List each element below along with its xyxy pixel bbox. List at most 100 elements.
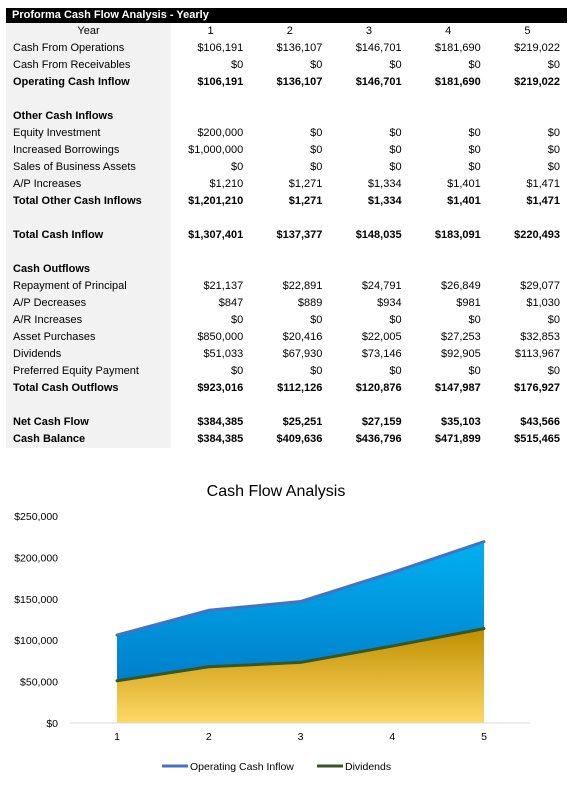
- table-row: Sales of Business Assets $0 $0 $0 $0 $0: [6, 159, 567, 176]
- table-row: Equity Investment $200,000 $0 $0 $0 $0: [6, 125, 567, 142]
- x-tick-label: 2: [206, 731, 212, 743]
- chart-title: Cash Flow Analysis: [207, 483, 346, 500]
- cash-flow-table: Year 1 2 3 4 5 Cash From Operations $106,191 $13…: [6, 23, 567, 448]
- cell-value: $92,905: [441, 348, 481, 360]
- cell-value: $0: [310, 127, 323, 139]
- line-dividends: [115, 627, 486, 683]
- table-row: Operating Cash Inflow $106,191 $136,107 $14…: [6, 74, 567, 91]
- cell-value: $146,701: [355, 76, 402, 88]
- table-row: Net Cash Flow $384,385 $25,251 $27,159 $35,1…: [6, 414, 567, 431]
- row-label: Other Cash Inflows: [6, 108, 172, 125]
- cell-value: $0: [230, 59, 244, 71]
- cell-value: $0: [389, 314, 402, 326]
- row-label: Sales of Business Assets: [6, 159, 172, 176]
- cell-value: $981: [456, 297, 481, 309]
- row-label: Preferred Equity Payment: [6, 363, 172, 380]
- year-header-3: 3: [365, 25, 373, 37]
- cell-value: $1,334: [367, 178, 402, 190]
- cell-value: $0: [389, 127, 402, 139]
- cell-value: $515,465: [514, 433, 560, 445]
- cell-value: $43,566: [520, 416, 560, 428]
- year-header-label: Year: [6, 23, 172, 40]
- year-header-2: 2: [286, 25, 293, 37]
- table-row: Dividends $51,033 $67,930 $73,146 $92,905 $11…: [6, 346, 567, 363]
- cell-value: [171, 244, 250, 261]
- x-tick-label: 4: [389, 731, 395, 743]
- cell-value: $26,849: [441, 280, 481, 292]
- cell-value: $0: [230, 161, 244, 173]
- cell-value: $0: [547, 127, 560, 139]
- cell-value: [171, 261, 250, 278]
- cell-value: $1,271: [288, 178, 323, 190]
- area-dividends: [117, 628, 484, 723]
- row-label: Repayment of Principal: [6, 278, 172, 295]
- cell-value: [488, 108, 567, 125]
- cell-value: $1,471: [526, 178, 560, 190]
- table-row: Total Other Cash Inflows $1,201,210 $1,271…: [6, 193, 567, 210]
- cell-value: $181,690: [434, 42, 481, 54]
- cell-value: $0: [547, 314, 560, 326]
- row-label: Total Other Cash Inflows: [6, 193, 172, 210]
- cell-value: $219,022: [514, 42, 560, 54]
- cell-value: [409, 91, 488, 108]
- spacer-row: [6, 91, 567, 108]
- cell-value: [250, 91, 329, 108]
- year-header-5: 5: [524, 25, 531, 37]
- cell-value: $409,636: [276, 433, 323, 445]
- cell-value: $67,930: [282, 348, 323, 360]
- cell-value: $27,159: [361, 416, 402, 428]
- cell-value: [409, 261, 488, 278]
- cell-value: $146,701: [355, 42, 402, 54]
- cell-value: $0: [389, 59, 402, 71]
- row-label: Cash From Receivables: [6, 57, 172, 74]
- cell-value: $27,253: [441, 331, 481, 343]
- table-row: A/P Decreases $847 $889 $934 $981 $1,030: [6, 295, 567, 312]
- y-tick-label: $150,000: [14, 594, 58, 606]
- cell-value: $1,271: [288, 195, 323, 207]
- year-header-1: 1: [207, 25, 214, 37]
- row-label: Asset Purchases: [6, 329, 172, 346]
- cell-value: $1,210: [209, 178, 244, 190]
- cell-value: $0: [468, 59, 481, 71]
- cell-value: $1,334: [367, 195, 402, 207]
- sheet-title: Proforma Cash Flow Analysis - Yearly: [6, 8, 567, 23]
- row-label: A/P Decreases: [6, 295, 172, 312]
- table-row: Increased Borrowings $1,000,000 $0 $0 $0 $0: [6, 142, 567, 159]
- cell-value: $0: [230, 365, 244, 377]
- table-row: Cash Outflows: [6, 261, 567, 278]
- table-row: Repayment of Principal $21,137 $22,891 $24,…: [6, 278, 567, 295]
- row-label: [6, 91, 172, 108]
- cell-value: $1,030: [526, 297, 560, 309]
- table-row: Total Cash Inflow $1,307,401 $137,377 $148,…: [6, 227, 567, 244]
- row-label: Dividends: [6, 346, 172, 363]
- cell-value: [409, 397, 488, 414]
- year-header-4: 4: [445, 25, 452, 37]
- cell-value: $181,690: [434, 76, 481, 88]
- cell-value: $1,307,401: [188, 229, 244, 241]
- table-row: Cash From Operations $106,191 $136,107 $146…: [6, 40, 567, 57]
- row-label: Net Cash Flow: [6, 414, 172, 431]
- x-tick-label: 3: [298, 731, 304, 743]
- cell-value: $889: [297, 297, 323, 309]
- legend-label-operating-cash-inflow: Operating Cash Inflow: [190, 761, 294, 773]
- cell-value: $0: [310, 59, 323, 71]
- cell-value: $0: [468, 314, 481, 326]
- cell-value: $0: [547, 59, 560, 71]
- spacer-row: [6, 244, 567, 261]
- cash-flow-chart: Cash Flow Analysis $0 $50,000 $100,000 $150…: [14, 483, 530, 773]
- cell-value: [329, 108, 408, 125]
- y-tick-label: $250,000: [14, 511, 58, 523]
- cell-value: $136,107: [276, 76, 323, 88]
- table-row: Preferred Equity Payment $0 $0 $0 $0 $0: [6, 363, 567, 380]
- cell-value: $20,416: [282, 331, 323, 343]
- cell-value: $220,493: [514, 229, 560, 241]
- row-label: A/R Increases: [6, 312, 172, 329]
- cell-value: $21,137: [203, 280, 244, 292]
- row-label: [6, 244, 172, 261]
- cell-value: $219,022: [514, 76, 560, 88]
- cell-value: [250, 210, 329, 227]
- cell-value: $384,385: [197, 433, 244, 445]
- cell-value: $113,967: [514, 348, 560, 360]
- cell-value: $923,016: [197, 382, 244, 394]
- cell-value: $112,126: [277, 382, 323, 394]
